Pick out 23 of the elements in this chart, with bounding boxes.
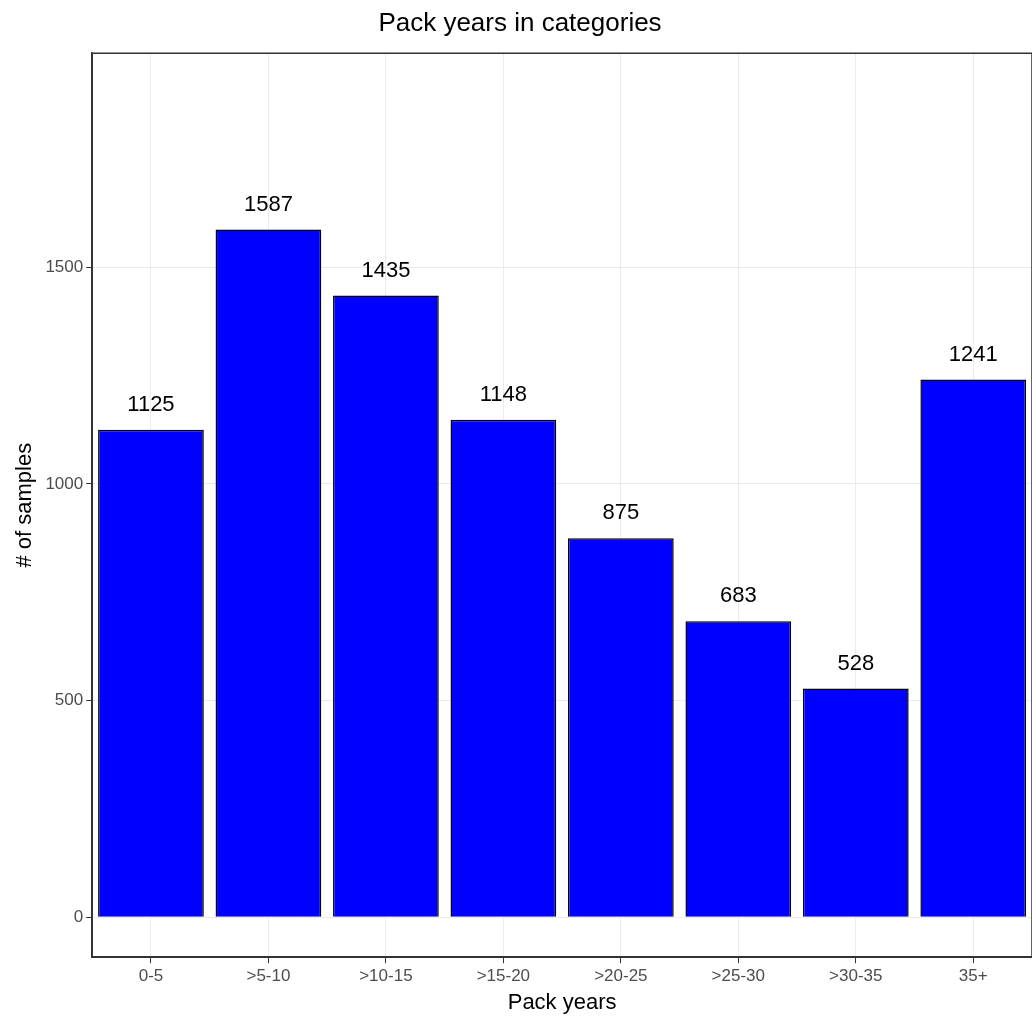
x-tick-label: >30-35	[829, 966, 883, 986]
x-tick-label: >25-30	[711, 966, 766, 986]
x-tick-label: >5-10	[246, 966, 291, 986]
y-tick-label: 500	[54, 690, 84, 710]
data-label: 683	[719, 582, 757, 608]
data-label: 1587	[243, 190, 293, 216]
x-tick-label: 35+	[958, 966, 988, 986]
y-tick-label: 1000	[45, 473, 84, 493]
data-label: 1148	[479, 380, 528, 406]
y-tick-label: 0	[73, 907, 84, 927]
chart-title: Pack years in categories	[378, 6, 662, 37]
data-label: 875	[602, 499, 640, 525]
data-label: 528	[837, 649, 875, 675]
x-tick-label: 0-5	[138, 966, 164, 986]
data-label: 1435	[361, 256, 411, 282]
data-label: 1125	[127, 390, 175, 416]
y-tick-label: 1500	[45, 256, 84, 276]
x-tick-label: >15-20	[476, 966, 531, 986]
x-tick-label: >20-25	[594, 966, 648, 986]
y-axis-title: # of samples	[11, 442, 37, 568]
x-axis-title: Pack years	[507, 988, 617, 1014]
data-label: 1241	[948, 340, 998, 366]
x-tick-label: >10-15	[359, 966, 413, 986]
